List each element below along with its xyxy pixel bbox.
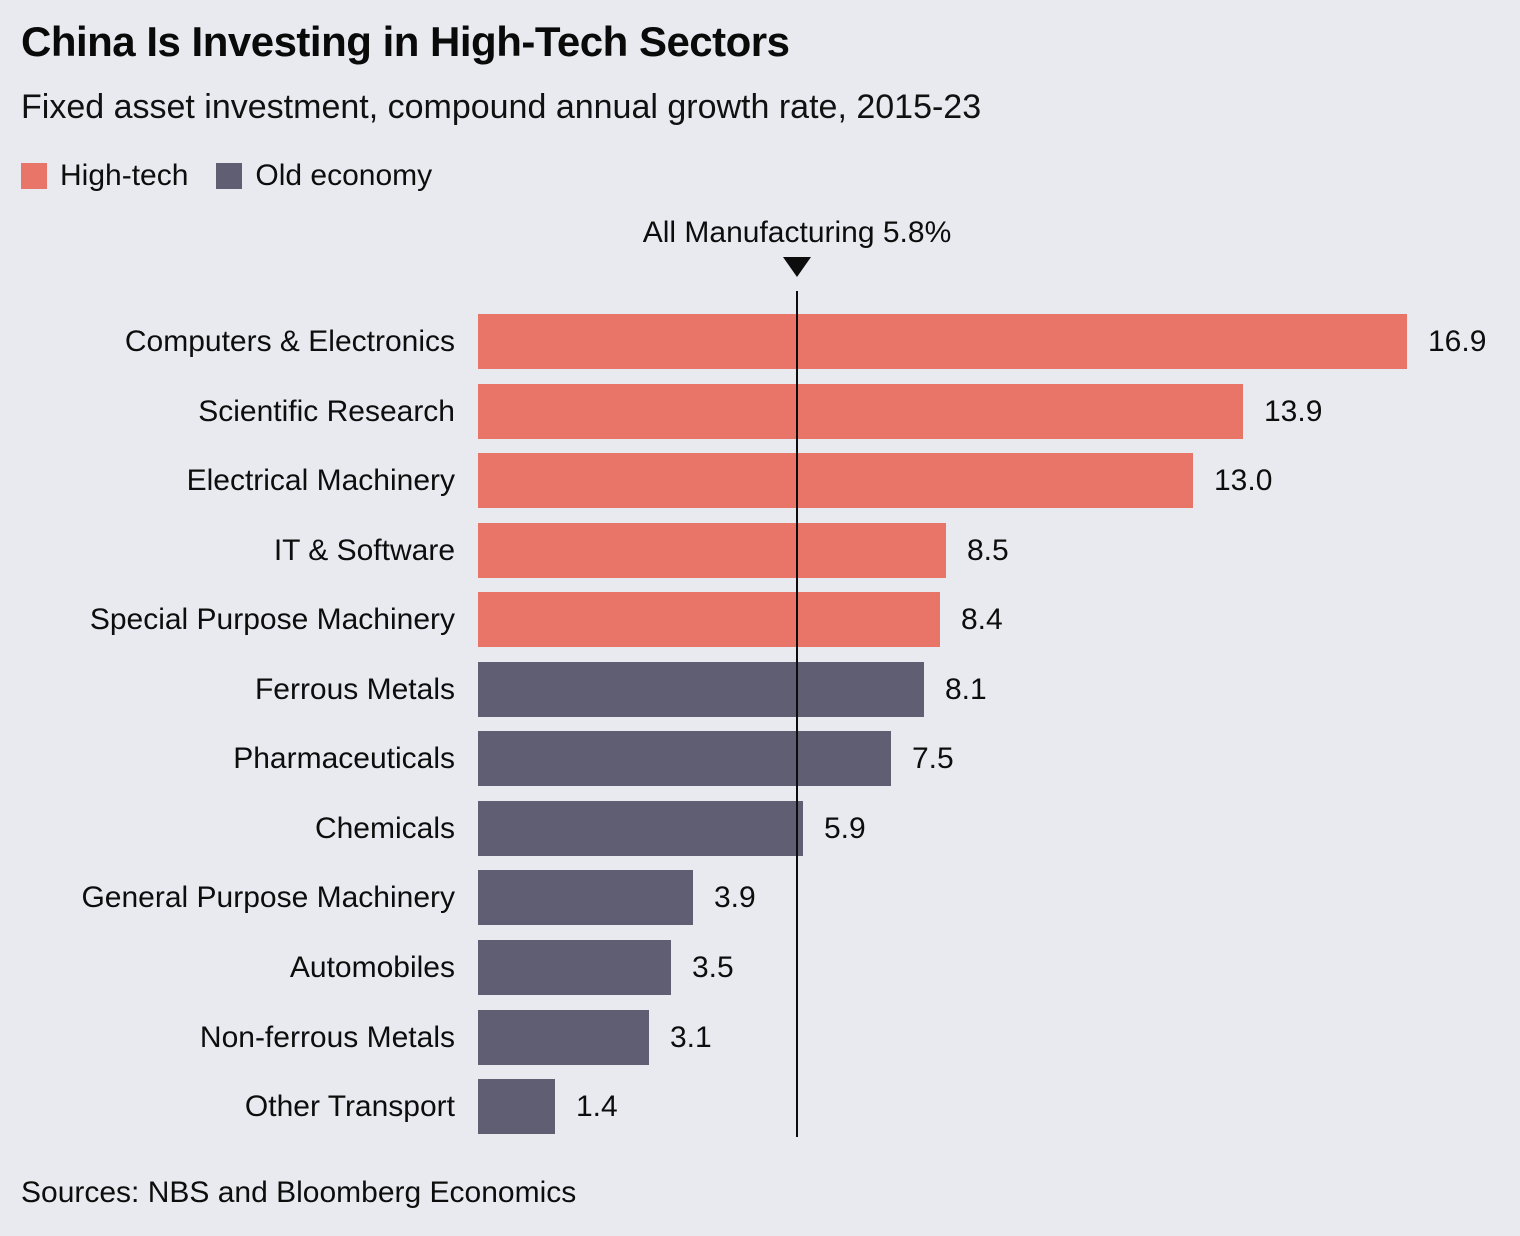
legend: High-tech Old economy — [21, 159, 432, 193]
category-label: Other Transport — [244, 1090, 455, 1123]
reference-line-label: All Manufacturing 5.8% — [642, 216, 952, 249]
bar-old_economy — [478, 662, 924, 717]
bar-old_economy — [478, 1079, 555, 1134]
category-label: Scientific Research — [198, 395, 455, 428]
value-label: 5.9 — [824, 812, 866, 845]
category-label: Computers & Electronics — [124, 325, 455, 358]
chart-subtitle: Fixed asset investment, compound annual … — [21, 88, 982, 126]
value-label: 8.4 — [961, 603, 1003, 636]
bar-old_economy — [478, 870, 693, 925]
legend-label: High-tech — [60, 159, 189, 192]
value-label: 3.1 — [670, 1021, 712, 1054]
bar-old_economy — [478, 801, 803, 856]
bar-high_tech — [478, 384, 1243, 439]
category-label: Automobiles — [289, 951, 455, 984]
legend-label: Old economy — [255, 159, 433, 192]
bar-high_tech — [478, 592, 940, 647]
value-label: 7.5 — [912, 742, 954, 775]
legend-swatch-old_economy — [216, 163, 243, 189]
bar-high_tech — [478, 453, 1193, 508]
value-label: 16.9 — [1428, 325, 1487, 358]
value-label: 8.5 — [967, 534, 1009, 567]
triangle-down-icon — [783, 257, 811, 277]
value-label: 8.1 — [945, 673, 987, 706]
bar-old_economy — [478, 731, 891, 786]
value-label: 3.9 — [714, 881, 756, 914]
chart-title: China Is Investing in High-Tech Sectors — [21, 18, 790, 65]
legend-swatch-high_tech — [21, 163, 47, 189]
category-label: Special Purpose Machinery — [89, 603, 455, 636]
category-label: Chemicals — [314, 812, 455, 845]
category-label: Ferrous Metals — [254, 673, 455, 706]
source-note: Sources: NBS and Bloomberg Economics — [21, 1176, 577, 1209]
category-label: Pharmaceuticals — [233, 742, 455, 775]
value-label: 3.5 — [692, 951, 734, 984]
bar-old_economy — [478, 1010, 649, 1065]
category-label: General Purpose Machinery — [81, 881, 455, 914]
value-label: 1.4 — [576, 1090, 618, 1123]
category-label: IT & Software — [273, 534, 455, 567]
category-label: Electrical Machinery — [186, 464, 455, 497]
category-label: Non-ferrous Metals — [199, 1021, 455, 1054]
reference-line — [796, 291, 798, 1137]
legend-item-old_economy: Old economy — [216, 159, 432, 193]
bar-high_tech — [478, 314, 1407, 369]
value-label: 13.0 — [1214, 464, 1273, 497]
value-label: 13.9 — [1264, 395, 1323, 428]
legend-item-high_tech: High-tech — [21, 159, 188, 193]
bar-high_tech — [478, 523, 946, 578]
bar-old_economy — [478, 940, 671, 995]
